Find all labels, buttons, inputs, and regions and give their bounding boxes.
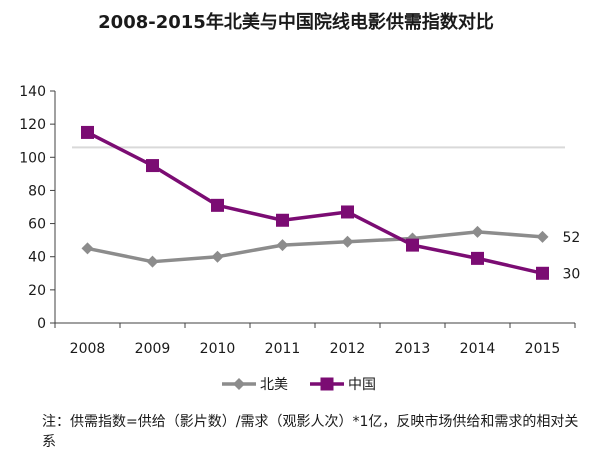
- x-tick-label: 2008: [70, 341, 106, 357]
- data-point: [211, 250, 224, 263]
- x-tick-label: 2012: [330, 341, 366, 357]
- data-point: [81, 242, 94, 255]
- y-tick-label: 80: [28, 183, 46, 199]
- y-tick-label: 60: [28, 217, 46, 233]
- data-point: [146, 159, 159, 173]
- data-point: [81, 125, 94, 139]
- data-point: [341, 235, 354, 248]
- data-label: 52: [563, 230, 581, 246]
- data-point: [536, 266, 549, 280]
- x-tick-label: 2011: [265, 341, 301, 357]
- x-tick-label: 2010: [200, 341, 236, 357]
- legend-marker: [233, 378, 245, 390]
- legend-marker: [320, 377, 334, 391]
- data-point: [471, 251, 484, 265]
- series-line: [86, 130, 543, 275]
- y-tick-label: 140: [19, 84, 46, 100]
- y-tick-label: 0: [37, 316, 46, 332]
- data-point: [536, 230, 549, 243]
- data-point: [146, 255, 159, 268]
- data-point: [276, 213, 289, 227]
- series-line: [87, 230, 543, 264]
- data-point: [406, 238, 419, 252]
- y-tick-label: 20: [28, 283, 46, 299]
- x-tick-label: 2015: [525, 341, 561, 357]
- data-label: 30: [563, 266, 581, 282]
- legend-label: 中国: [348, 377, 376, 393]
- x-tick-label: 2009: [135, 341, 171, 357]
- legend-label: 北美: [260, 377, 288, 393]
- chart-note: 注：供需指数=供给（影片数）/需求（观影人次）*1亿，反映市场供给和需求的相对关…: [42, 414, 579, 450]
- chart-title: 2008-2015年北美与中国院线电影供需指数对比: [98, 12, 494, 33]
- x-tick-label: 2013: [395, 341, 431, 357]
- data-point: [211, 198, 224, 212]
- y-tick-label: 120: [19, 117, 46, 133]
- data-point: [276, 239, 289, 252]
- data-point: [341, 205, 354, 219]
- y-tick-label: 40: [28, 250, 46, 266]
- y-tick-label: 100: [19, 150, 46, 166]
- data-point: [471, 225, 484, 238]
- x-tick-label: 2014: [460, 341, 496, 357]
